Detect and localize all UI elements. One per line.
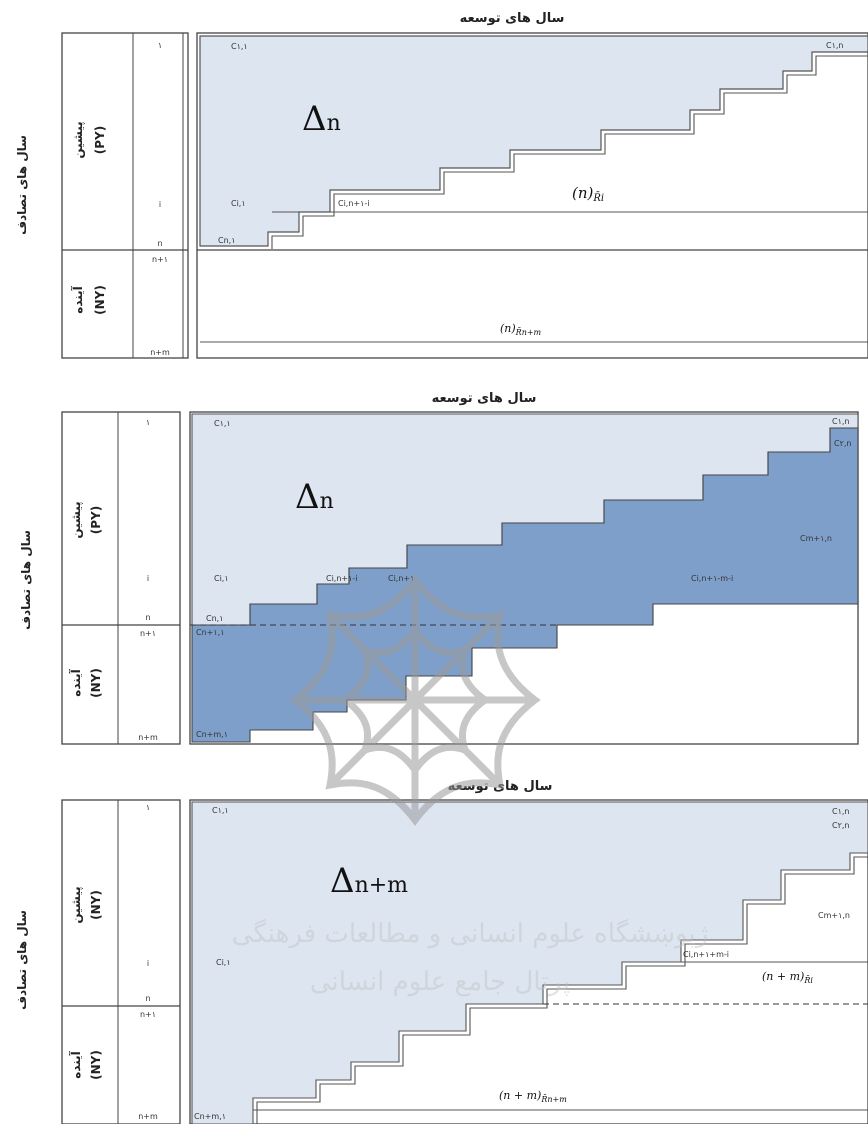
panel-1-future-label: آینده <box>70 285 85 313</box>
panel-1-reserve-main: (n) <box>572 184 594 202</box>
panel-3-cell-cnm1: Cn+m,۱ <box>194 1112 226 1121</box>
panel-3-delta-sub: n+m <box>355 873 409 898</box>
panel-3: سال های توسعه سال های تصادف پیشین (NY) آ… <box>15 779 868 1124</box>
panel-1-cell-c11: C۱,۱ <box>231 42 248 51</box>
panel-1-row-n: n <box>157 239 162 248</box>
watermark-line-2: پرتال جامع علوم انسانی <box>310 967 570 997</box>
panel-2-row-n-plus-m: n+m <box>138 733 158 742</box>
panel-2-cell-ci-next: Ci,n+۱ <box>388 574 414 583</box>
panel-3-future-label: آینده <box>68 1050 83 1078</box>
panel-3-future-reserve: (n + m)R̄n+m <box>499 1089 567 1104</box>
panel-3-accident-axis-label: سال های تصادف <box>15 910 29 1010</box>
panel-1-heading: سال های توسعه <box>460 11 565 26</box>
panel-1-row-n-plus-1: n+۱ <box>152 255 168 264</box>
panel-1-future-reserve-sub: R̄n+m <box>515 328 542 337</box>
panel-3-cell-cm1n: Cm+۱,n <box>818 911 850 920</box>
panel-3-observed-triangle <box>191 801 868 1124</box>
panel-2-row-i: i <box>147 574 149 583</box>
watermark: ژپوښشگاه علوم انسانی و مطالعات فرهنگی پر… <box>232 574 709 997</box>
panel-3-reserve: (n + m)R̄i <box>762 970 813 985</box>
panel-1-cell-ci1: Ci,۱ <box>231 199 246 208</box>
panel-2-cell-c11: C۱,۱ <box>214 419 231 428</box>
panel-1-row-n-plus-m: n+m <box>150 348 170 357</box>
panel-2-cell-ci1: Ci,۱ <box>214 574 229 583</box>
panel-2-future-code: (NY) <box>89 668 103 698</box>
panel-3-delta-symbol: Δ <box>330 861 355 901</box>
panel-3-row-i: i <box>147 959 149 968</box>
panel-2-cell-cm1n: Cm+۱,n <box>800 534 832 543</box>
panel-3-cell-ci-last: Ci,n+۱+m-i <box>683 950 729 959</box>
panel-3-cell-c2n: C۲,n <box>832 821 850 830</box>
panel-2-past-code: (PY) <box>89 506 103 534</box>
panel-2-delta: Δn <box>295 477 334 517</box>
panel-2-delta-sub: n <box>320 489 334 514</box>
panel-2-accident-axis-label: سال های تصادف <box>19 530 33 630</box>
panel-3-future-reserve-sub: R̄n+m <box>540 1095 567 1104</box>
panel-2: سال های توسعه سال های تصادف پیشین (PY) آ… <box>19 391 859 745</box>
panel-1-accident-axis-label: سال های تصادف <box>15 135 29 235</box>
panel-3-delta: Δn+m <box>330 861 408 901</box>
panel-2-past-label: پیشین <box>69 501 83 538</box>
panel-1-delta: Δn <box>302 99 341 139</box>
panel-2-cell-ci-last: Ci,n+۱-i <box>326 574 358 583</box>
panel-3-cell-c1n: C۱,n <box>832 807 850 816</box>
panel-1-delta-symbol: Δ <box>302 99 327 139</box>
panel-2-heading: سال های توسعه <box>432 391 537 406</box>
panel-1-observed-triangle <box>199 35 868 247</box>
panel-2-row-1: ۱ <box>146 418 150 427</box>
panel-3-row-n-plus-1: n+۱ <box>140 1010 156 1019</box>
panel-1-past-label: پیشین <box>71 121 85 158</box>
panel-2-cell-c2n: C۲,n <box>834 439 852 448</box>
panel-3-reserve-sub: R̄i <box>803 976 813 985</box>
panel-3-row-label-frame <box>61 799 181 1124</box>
panel-1-cell-c1n: C۱,n <box>826 41 844 50</box>
panel-3-future-code: (NY) <box>89 1050 103 1080</box>
watermark-rosette-icon <box>289 574 541 826</box>
panel-3-staircase-inner <box>256 856 868 1124</box>
panel-2-cell-c1n: C۱,n <box>832 417 850 426</box>
panel-2-row-n-plus-1: n+۱ <box>140 629 156 638</box>
panel-2-cell-ci-lastm: Ci,n+۱-m-i <box>691 574 733 583</box>
panel-1-cell-cn1: Cn,۱ <box>218 236 236 245</box>
panel-3-row-n: n <box>145 994 150 1003</box>
panel-3-cell-c11: C۱,۱ <box>212 806 229 815</box>
panel-2-row-n: n <box>145 613 150 622</box>
panel-1-reserve: (n)R̄i <box>572 184 604 204</box>
panel-1-row-label-frame <box>61 32 189 359</box>
panel-2-cell-cnm1: Cn+m,۱ <box>196 730 228 739</box>
panel-1-staircase-inner <box>271 55 868 249</box>
panel-2-row-label-frame <box>61 411 181 745</box>
panel-1-cell-ci-last: Ci,n+۱-i <box>338 199 370 208</box>
panel-2-cell-cn1: Cn,۱ <box>206 614 224 623</box>
panel-1-delta-sub: n <box>327 111 341 136</box>
panel-3-row-1: ۱ <box>146 803 150 812</box>
panel-3-past-label: پیشین <box>69 886 83 923</box>
panel-1-row-1: ۱ <box>158 41 162 50</box>
panel-3-cell-ci1: Ci,۱ <box>216 958 231 967</box>
panel-2-future-label: آینده <box>68 668 83 696</box>
panel-1-row-i: i <box>159 200 161 209</box>
panel-1: سال های توسعه سال های تصادف پیشین (PY) آ… <box>15 11 868 359</box>
panel-1-reserve-sub: R̄i <box>592 192 604 204</box>
panel-3-row-n-plus-m: n+m <box>138 1112 158 1121</box>
panel-2-cell-cn11: Cn+۱,۱ <box>196 628 225 637</box>
panel-1-future-code: (NY) <box>93 285 107 315</box>
panel-1-future-reserve-main: (n) <box>500 322 516 335</box>
panel-3-reserve-main: (n + m) <box>762 970 804 983</box>
panel-1-past-code: (PY) <box>93 126 107 154</box>
panel-2-delta-symbol: Δ <box>295 477 320 517</box>
panel-3-future-reserve-main: (n + m) <box>499 1089 541 1102</box>
panel-1-future-reserve: (n)R̄n+m <box>500 322 542 337</box>
panel-3-past-code: (NY) <box>89 890 103 920</box>
watermark-line-1: ژپوښشگاه علوم انسانی و مطالعات فرهنگی <box>232 918 709 949</box>
